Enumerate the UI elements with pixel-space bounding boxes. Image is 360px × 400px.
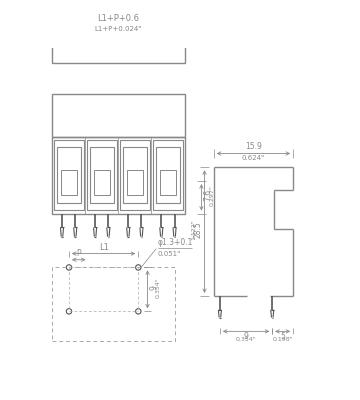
Bar bbox=[123, 147, 147, 203]
Bar bbox=[52, 94, 185, 136]
Text: 1.122": 1.122" bbox=[192, 219, 197, 240]
Bar bbox=[127, 170, 143, 195]
Bar bbox=[52, 136, 185, 214]
Bar bbox=[52, 32, 185, 63]
Bar bbox=[60, 170, 77, 195]
Text: 5: 5 bbox=[280, 332, 285, 341]
Text: L1: L1 bbox=[99, 243, 109, 252]
Bar bbox=[57, 147, 81, 203]
Text: L1+P+0.6: L1+P+0.6 bbox=[97, 14, 139, 22]
Text: 0.354": 0.354" bbox=[236, 337, 256, 342]
Bar bbox=[153, 140, 183, 210]
Bar bbox=[52, 268, 175, 341]
Bar bbox=[90, 147, 114, 203]
Text: 7.6: 7.6 bbox=[204, 189, 213, 201]
Text: 28.5: 28.5 bbox=[193, 221, 202, 238]
Text: 9: 9 bbox=[150, 286, 159, 290]
Text: 0.051": 0.051" bbox=[158, 251, 181, 257]
Text: 0.198": 0.198" bbox=[273, 337, 293, 342]
Bar bbox=[94, 170, 110, 195]
Text: 0.354": 0.354" bbox=[155, 278, 160, 298]
Bar bbox=[156, 147, 180, 203]
Text: 9: 9 bbox=[244, 332, 248, 341]
Text: 0.297": 0.297" bbox=[209, 185, 214, 206]
Bar bbox=[120, 140, 150, 210]
Text: L1+P+0.024": L1+P+0.024" bbox=[95, 26, 142, 32]
Text: 0.624": 0.624" bbox=[242, 155, 265, 161]
Bar bbox=[160, 170, 176, 195]
Text: P: P bbox=[76, 249, 81, 258]
Bar bbox=[54, 140, 84, 210]
Text: φ1.3+0.1: φ1.3+0.1 bbox=[158, 238, 193, 248]
Bar bbox=[87, 140, 117, 210]
Text: 15.9: 15.9 bbox=[245, 142, 262, 151]
